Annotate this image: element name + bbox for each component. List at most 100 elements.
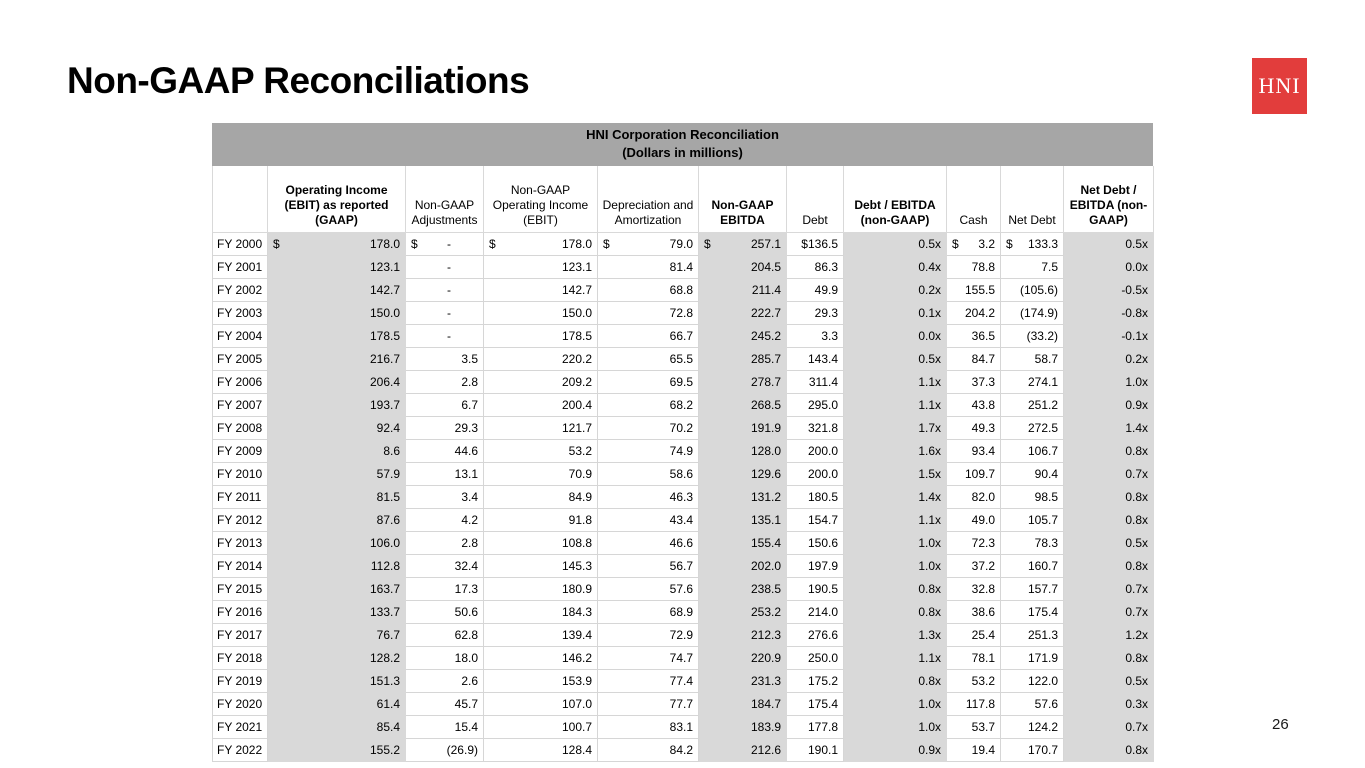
cell: $178.0 <box>483 232 598 256</box>
cell: 1.0x <box>843 692 947 716</box>
cell: 17.3 <box>405 577 484 601</box>
cell: 87.6 <box>267 508 406 532</box>
cell: 2.6 <box>405 669 484 693</box>
cell: - <box>405 278 484 302</box>
cell: 0.8x <box>1063 738 1154 762</box>
cell: 276.6 <box>786 623 844 647</box>
cell: $178.0 <box>267 232 406 256</box>
cell: 204.2 <box>946 301 1001 325</box>
row-year-label: FY 2004 <box>212 324 268 348</box>
cell: 0.8x <box>1063 646 1154 670</box>
cell: 204.5 <box>698 255 787 279</box>
cell: 170.7 <box>1000 738 1064 762</box>
cell: 106.0 <box>267 531 406 555</box>
cell: 135.1 <box>698 508 787 532</box>
cell: (105.6) <box>1000 278 1064 302</box>
cell: 175.4 <box>786 692 844 716</box>
cell: 193.7 <box>267 393 406 417</box>
cell: 81.5 <box>267 485 406 509</box>
cell: 0.0x <box>843 324 947 348</box>
row-year-label: FY 2019 <box>212 669 268 693</box>
cell: 251.2 <box>1000 393 1064 417</box>
cell: 142.7 <box>267 278 406 302</box>
cell: 272.5 <box>1000 416 1064 440</box>
hni-logo-text: HNI <box>1258 73 1301 98</box>
cell: 85.4 <box>267 715 406 739</box>
cell: 15.4 <box>405 715 484 739</box>
cell: 58.6 <box>597 462 699 486</box>
cell: - <box>405 301 484 325</box>
cell: 0.5x <box>1063 669 1154 693</box>
row-year-label: FY 2001 <box>212 255 268 279</box>
cell: 171.9 <box>1000 646 1064 670</box>
cell: 70.2 <box>597 416 699 440</box>
page-number: 26 <box>1272 716 1289 733</box>
cell: 155.5 <box>946 278 1001 302</box>
cell: 0.8x <box>1063 439 1154 463</box>
cell: 184.7 <box>698 692 787 716</box>
cell: 43.8 <box>946 393 1001 417</box>
cell: 19.4 <box>946 738 1001 762</box>
table-row: FY 2019 151.3 2.6 153.9 77.4 231.3 175.2 0.8x 53… <box>212 669 1154 693</box>
cell: 1.0x <box>843 531 947 555</box>
cell: 76.7 <box>267 623 406 647</box>
cell: 32.4 <box>405 554 484 578</box>
cell: 44.6 <box>405 439 484 463</box>
cell: 53.2 <box>483 439 598 463</box>
cell: 57.6 <box>1000 692 1064 716</box>
row-year-label: FY 2002 <box>212 278 268 302</box>
cell: 72.3 <box>946 531 1001 555</box>
cell: 1.7x <box>843 416 947 440</box>
cell: 68.2 <box>597 393 699 417</box>
cell: 268.5 <box>698 393 787 417</box>
cell: 209.2 <box>483 370 598 394</box>
cell: 214.0 <box>786 600 844 624</box>
cell: 25.4 <box>946 623 1001 647</box>
cell: 253.2 <box>698 600 787 624</box>
cell: 128.2 <box>267 646 406 670</box>
cell: 139.4 <box>483 623 598 647</box>
cell: 153.9 <box>483 669 598 693</box>
cell: 1.1x <box>843 646 947 670</box>
column-header <box>212 166 268 233</box>
cell: 1.4x <box>843 485 947 509</box>
cell: 274.1 <box>1000 370 1064 394</box>
cell: 50.6 <box>405 600 484 624</box>
cell: 0.8x <box>843 669 947 693</box>
cell: 82.0 <box>946 485 1001 509</box>
cell: 129.6 <box>698 462 787 486</box>
cell: 222.7 <box>698 301 787 325</box>
table-row: FY 2007 193.7 6.7 200.4 68.2 268.5 295.0 1.1x 43… <box>212 393 1154 417</box>
cell: 200.0 <box>786 439 844 463</box>
cell: 70.9 <box>483 462 598 486</box>
cell: 84.2 <box>597 738 699 762</box>
cell: 0.9x <box>843 738 947 762</box>
cell: 112.8 <box>267 554 406 578</box>
cell: 200.4 <box>483 393 598 417</box>
cell: 0.5x <box>843 232 947 256</box>
cell: 2.8 <box>405 531 484 555</box>
table-row: FY 2012 87.6 4.2 91.8 43.4 135.1 154.7 1.1x 49.0… <box>212 508 1154 532</box>
cell: 72.8 <box>597 301 699 325</box>
row-year-label: FY 2012 <box>212 508 268 532</box>
cell: 1.0x <box>843 554 947 578</box>
cell: 91.8 <box>483 508 598 532</box>
cell: 1.2x <box>1063 623 1154 647</box>
cell: 29.3 <box>405 416 484 440</box>
table-title: HNI Corporation Reconciliation <box>586 127 779 142</box>
cell: 1.1x <box>843 370 947 394</box>
row-year-label: FY 2022 <box>212 738 268 762</box>
table-row: FY 2002 142.7-142.7 68.8 211.4 49.9 0.2x 155.5… <box>212 278 1154 302</box>
cell: 66.7 <box>597 324 699 348</box>
column-header: Depreciation and Amortization <box>597 166 699 233</box>
cell: 46.3 <box>597 485 699 509</box>
cell: 200.0 <box>786 462 844 486</box>
cell: 108.8 <box>483 531 598 555</box>
cell: 78.8 <box>946 255 1001 279</box>
cell: 0.2x <box>843 278 947 302</box>
cell: 0.9x <box>1063 393 1154 417</box>
cell: 72.9 <box>597 623 699 647</box>
cell: 180.9 <box>483 577 598 601</box>
cell: 62.8 <box>405 623 484 647</box>
table-row: FY 2005 216.7 3.5 220.2 65.5 285.7 143.4 0.5x 84… <box>212 347 1154 371</box>
